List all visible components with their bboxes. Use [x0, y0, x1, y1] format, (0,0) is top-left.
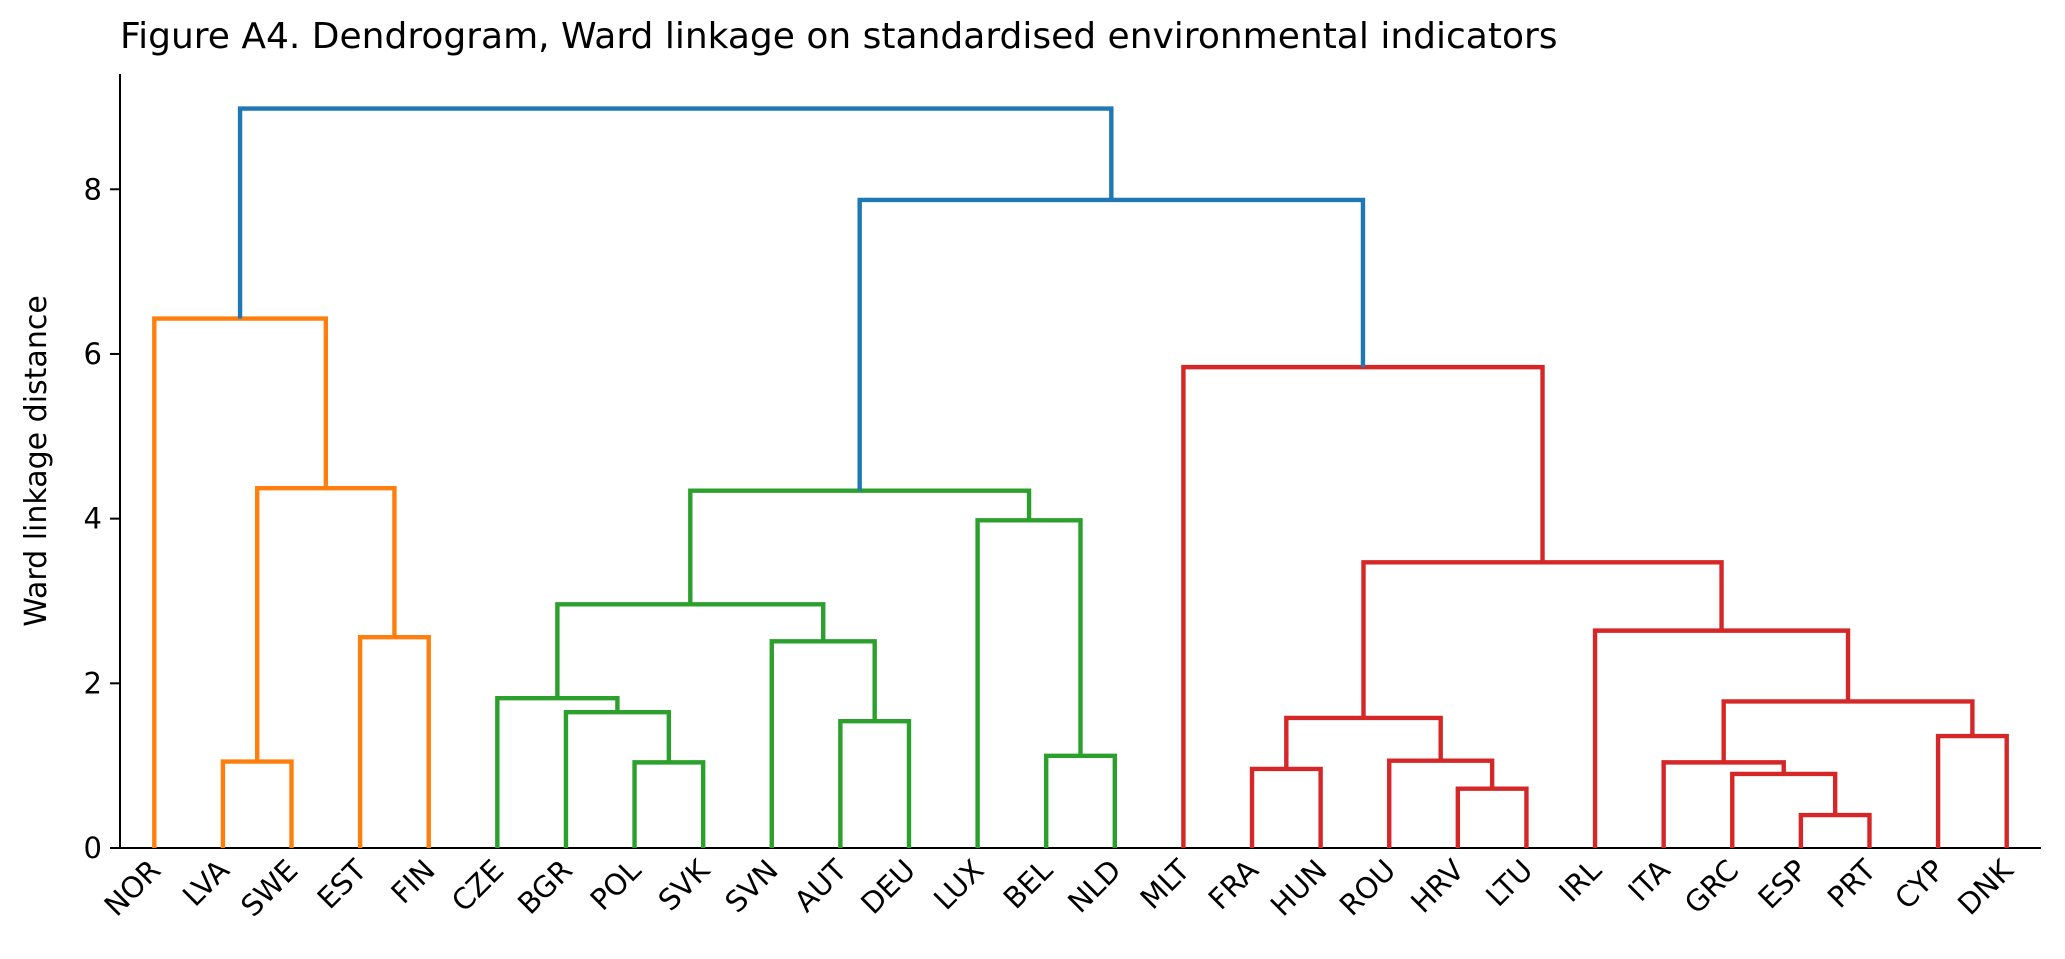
dendrogram-link: [1044, 753, 1117, 848]
dendrogram-link: [1387, 758, 1495, 848]
dendrogram-link: [357, 635, 431, 848]
leaf-label: NOR: [97, 853, 167, 923]
leaf-label: ESP: [1751, 853, 1813, 915]
leaf-label: EST: [311, 853, 374, 916]
dendrogram-link: [1181, 364, 1545, 848]
y-tick-label: 2: [84, 666, 102, 700]
leaf-label: SWE: [234, 853, 304, 923]
y-tick-label: 4: [84, 502, 102, 536]
leaf-label: HRV: [1404, 853, 1471, 920]
leaf-label: LUX: [927, 853, 991, 917]
dendrogram-link: [563, 709, 672, 848]
dendrogram-link: [237, 106, 1114, 319]
y-tick-label: 0: [84, 831, 102, 865]
dendrogram-link: [152, 316, 329, 848]
dendrogram-link: [688, 488, 1032, 605]
dendrogram-link: [1730, 771, 1838, 848]
y-axis-label: Ward linkage distance: [19, 295, 54, 627]
leaf-label: PRT: [1821, 853, 1883, 915]
leaf-label: LVA: [176, 853, 236, 913]
dendrogram-link: [857, 197, 1366, 491]
leaf-label: MLT: [1133, 853, 1196, 916]
leaf-label: NLD: [1061, 853, 1128, 920]
dendrogram-link: [1455, 786, 1529, 848]
leaf-label: AUT: [788, 853, 854, 919]
leaf-label: POL: [584, 853, 648, 917]
leaf-label: FIN: [384, 853, 441, 910]
dendrogram-link: [975, 518, 1083, 848]
dendrogram-link: [1798, 812, 1872, 848]
dendrogram-link: [255, 485, 397, 762]
leaf-label: CYP: [1888, 853, 1951, 916]
dendrogram-link: [220, 759, 294, 848]
leaf-label: FRA: [1202, 853, 1265, 916]
leaf-label: BEL: [997, 853, 1059, 915]
leaf-label: SVK: [652, 852, 717, 917]
leaf-label: HUN: [1264, 853, 1334, 923]
chart-title: Figure A4. Dendrogram, Ward linkage on s…: [120, 16, 1558, 57]
leaf-label: DEU: [854, 853, 922, 921]
leaf-label: CZE: [445, 853, 510, 918]
dendrogram-link: [632, 760, 706, 848]
dendrogram-link: [1935, 733, 2009, 848]
leaf-label: ROU: [1333, 853, 1402, 922]
dendrogram-link: [838, 718, 912, 848]
dendrogram-link: [555, 602, 826, 699]
leaf-label: BGR: [511, 853, 579, 921]
leaf-label: DNK: [1951, 852, 2020, 921]
y-tick-label: 6: [84, 337, 102, 371]
dendrogram-link: [1361, 560, 1724, 718]
dendrogram-link: [1249, 766, 1323, 848]
dendrogram-link: [1721, 699, 1975, 763]
leaf-label: GRC: [1678, 853, 1745, 920]
leaf-label: SVN: [718, 853, 784, 919]
y-tick-label: 8: [84, 172, 102, 206]
dendrogram-link: [769, 639, 877, 848]
leaf-label: ITA: [1622, 853, 1677, 908]
dendrogram-link: [1661, 760, 1786, 848]
leaf-label: LTU: [1479, 853, 1539, 913]
dendrogram-link: [495, 695, 620, 848]
leaf-label: IRL: [1552, 853, 1608, 909]
